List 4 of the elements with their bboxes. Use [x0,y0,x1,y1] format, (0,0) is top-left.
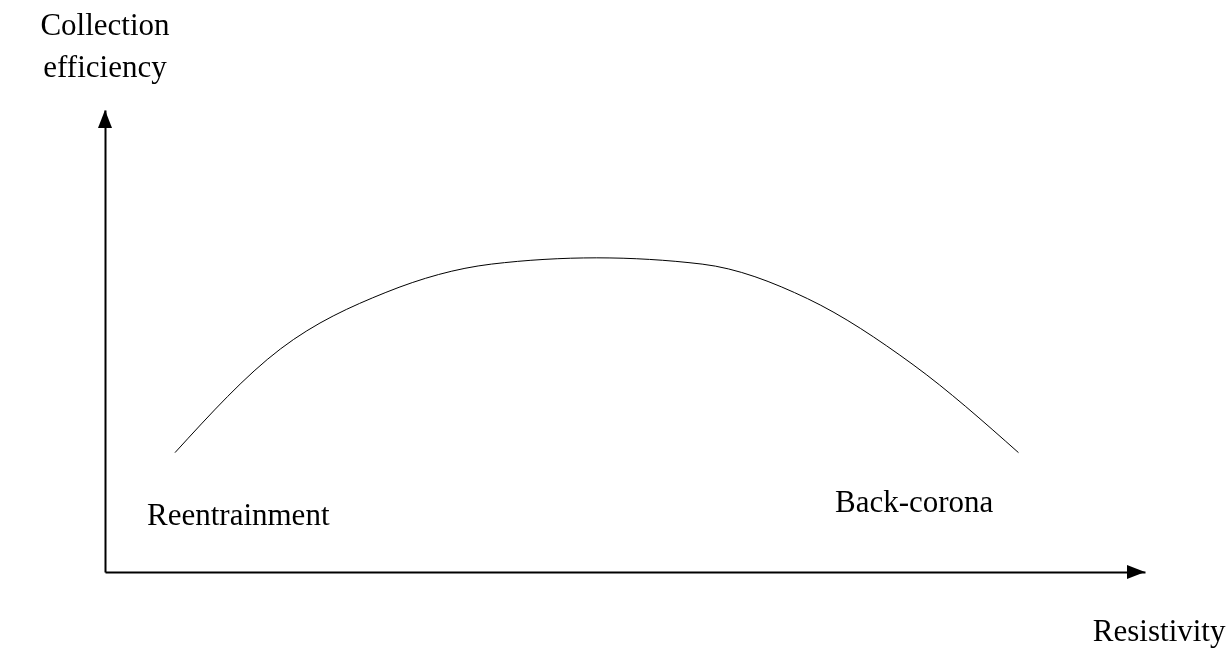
x-axis-title: Resistivity [1092,612,1226,648]
annotation: Back-corona [835,484,994,519]
text: Collection efficiency [40,7,171,84]
annotation: Reentrainment [147,497,330,532]
